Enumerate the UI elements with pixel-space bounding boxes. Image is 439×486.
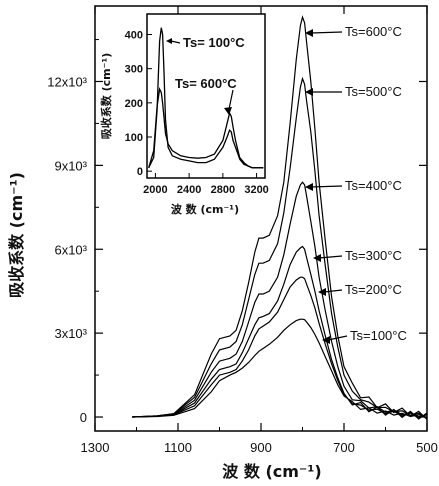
annotation-label: Ts=200°C [345, 282, 402, 297]
inset-series-line [148, 87, 264, 169]
main-y-axis-label: 吸收系数 (cm⁻¹) [7, 172, 26, 298]
main-x-tick-label: 700 [333, 440, 355, 455]
inset-x-tick-label: 2800 [211, 184, 235, 196]
main-series [132, 15, 428, 420]
series-line [132, 76, 428, 419]
main-y-tick-label: 12x10³ [47, 74, 87, 89]
series-line [132, 318, 428, 418]
inset-x-tick-label: 3200 [244, 184, 268, 196]
inset-y-tick-label: 400 [125, 30, 143, 42]
series-line [132, 181, 428, 418]
inset-annotation-arrowhead [224, 107, 232, 115]
inset-x-tick-label: 2400 [177, 184, 201, 196]
inset-plot: 2000 2400 2800 3200 0 100 200 300 400 Ts= 100°C… [125, 13, 269, 196]
main-x-tick-label: 1300 [81, 440, 110, 455]
annotation-arrowhead [305, 88, 313, 96]
main-x-tick-label: 1100 [164, 440, 192, 455]
series-line [132, 276, 428, 419]
annotation-arrowhead [305, 29, 313, 37]
inset-annotation-label: Ts= 100°C [183, 35, 245, 50]
main-x-tick-label: 500 [416, 440, 438, 455]
annotation-arrow [318, 255, 343, 259]
annotation-arrowhead [322, 336, 330, 344]
series-line [132, 15, 428, 420]
inset-y-tick-label: 300 [125, 64, 143, 76]
inset-y-tick-label: 0 [137, 166, 143, 178]
annotation-label: Ts=100°C [350, 328, 407, 343]
annotation-arrow [327, 335, 348, 341]
annotation-arrowhead [305, 183, 313, 191]
annotation-label: Ts=600°C [345, 24, 402, 39]
annotation-label: Ts=500°C [345, 84, 402, 99]
main-y-tick-label: 9x10³ [54, 158, 87, 173]
inset-y-tick-label: 200 [125, 98, 143, 110]
inset-x-axis-label: 波 数 (cm⁻¹) [171, 202, 239, 216]
annotation-arrowhead [313, 254, 321, 262]
inset-series-line [148, 27, 264, 169]
annotation-arrow [323, 289, 343, 293]
annotation-arrowhead [318, 288, 326, 296]
annotation-arrow [310, 31, 343, 34]
main-x-tick-label: 900 [250, 440, 272, 455]
inset-annotation-label: Ts= 600°C [175, 76, 237, 91]
main-y-tick-label: 0 [80, 410, 87, 425]
inset-y-ticks: 0 100 200 300 400 [125, 30, 152, 178]
inset-x-ticks: 2000 2400 2800 3200 [143, 173, 269, 196]
main-y-ticks: 0 3x10³ 6x10³ 9x10³ 12x10³ [47, 39, 427, 425]
inset-series [148, 27, 264, 169]
main-x-ticks: 1300 1100 900 700 500 [81, 6, 438, 455]
inset-annotation-arrow [228, 89, 234, 110]
annotation-label: Ts=400°C [345, 178, 402, 193]
main-x-axis-label: 波 数 (cm⁻¹) [222, 462, 321, 481]
annotation-arrow [310, 185, 343, 188]
inset-annotation-arrowhead [166, 38, 172, 44]
inset-y-axis-label: 吸收系数 (cm⁻¹) [99, 53, 113, 140]
main-annotations: Ts=600°C Ts=500°C Ts=400°C Ts=300°C Ts=200°C… [305, 24, 407, 344]
inset-x-tick-label: 2000 [143, 184, 167, 196]
series-line [132, 245, 428, 420]
annotation-label: Ts=300°C [345, 248, 402, 263]
inset-y-tick-label: 100 [125, 132, 143, 144]
main-y-tick-label: 6x10³ [54, 242, 87, 257]
inset-annotations: Ts= 100°C Ts= 600°C [166, 35, 245, 115]
main-y-tick-label: 3x10³ [54, 326, 87, 341]
main-plot: 1300 1100 900 700 500 0 3x10³ 6x10³ 9x10³ 12x10³… [47, 5, 438, 455]
inset-annotation-arrow [170, 40, 181, 44]
